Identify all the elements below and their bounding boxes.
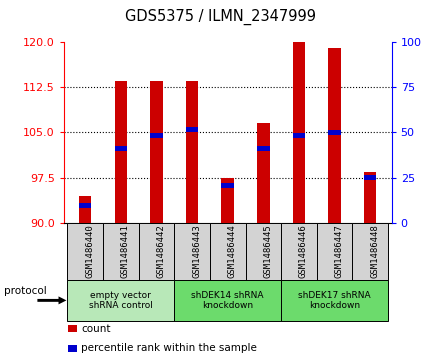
Text: shDEK17 shRNA
knockdown: shDEK17 shRNA knockdown: [298, 291, 371, 310]
Text: GSM1486445: GSM1486445: [263, 224, 272, 278]
Bar: [328, 48, 341, 223]
Text: GSM1486442: GSM1486442: [157, 224, 165, 278]
Text: GSM1486447: GSM1486447: [334, 224, 344, 278]
Bar: [114, 146, 127, 151]
Bar: [221, 178, 234, 223]
Bar: [114, 81, 127, 223]
Text: GSM1486443: GSM1486443: [192, 224, 201, 278]
Bar: [257, 123, 270, 223]
Bar: [186, 81, 198, 223]
Bar: [364, 172, 377, 223]
Bar: [79, 203, 92, 208]
Text: GSM1486440: GSM1486440: [85, 224, 94, 278]
Text: GSM1486448: GSM1486448: [370, 224, 379, 278]
Bar: [364, 175, 377, 180]
Bar: [293, 133, 305, 138]
Text: GSM1486446: GSM1486446: [299, 224, 308, 278]
Bar: [328, 130, 341, 135]
Text: count: count: [81, 323, 111, 334]
Text: shDEK14 shRNA
knockdown: shDEK14 shRNA knockdown: [191, 291, 264, 310]
Text: GDS5375 / ILMN_2347999: GDS5375 / ILMN_2347999: [125, 9, 315, 25]
Text: GSM1486444: GSM1486444: [228, 224, 237, 278]
Text: percentile rank within the sample: percentile rank within the sample: [81, 343, 257, 354]
Bar: [293, 42, 305, 223]
Bar: [221, 183, 234, 188]
Bar: [150, 133, 163, 138]
Bar: [257, 146, 270, 151]
Bar: [79, 196, 92, 223]
Text: GSM1486441: GSM1486441: [121, 224, 130, 278]
Bar: [186, 127, 198, 132]
Text: empty vector
shRNA control: empty vector shRNA control: [89, 291, 153, 310]
Text: protocol: protocol: [4, 286, 47, 296]
Bar: [150, 81, 163, 223]
